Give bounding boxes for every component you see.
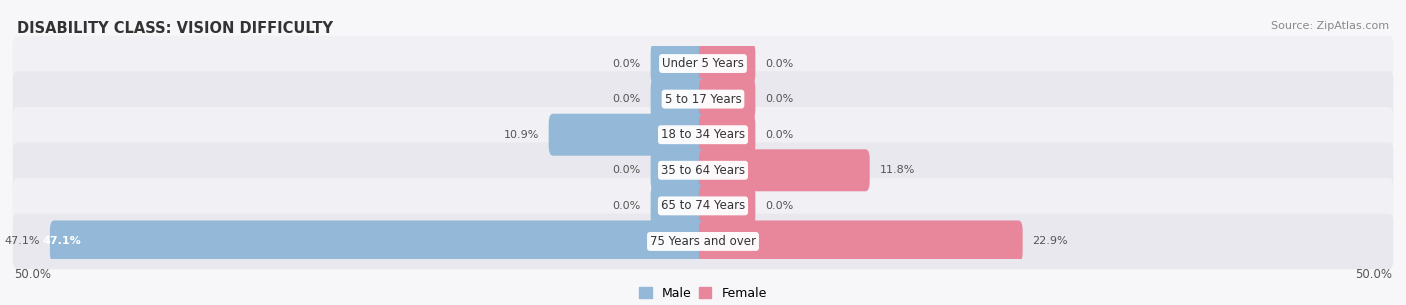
Text: DISABILITY CLASS: VISION DIFFICULTY: DISABILITY CLASS: VISION DIFFICULTY — [17, 21, 333, 36]
FancyBboxPatch shape — [699, 78, 755, 120]
Text: 50.0%: 50.0% — [1355, 267, 1392, 281]
FancyBboxPatch shape — [13, 71, 1393, 127]
FancyBboxPatch shape — [651, 43, 707, 84]
Text: 22.9%: 22.9% — [1032, 236, 1069, 246]
Text: 0.0%: 0.0% — [765, 201, 793, 211]
FancyBboxPatch shape — [13, 36, 1393, 91]
Text: 0.0%: 0.0% — [613, 201, 641, 211]
Text: 47.1%: 47.1% — [4, 236, 41, 246]
Text: Under 5 Years: Under 5 Years — [662, 57, 744, 70]
Text: 0.0%: 0.0% — [613, 165, 641, 175]
Text: 50.0%: 50.0% — [14, 267, 51, 281]
FancyBboxPatch shape — [13, 142, 1393, 198]
FancyBboxPatch shape — [699, 149, 870, 191]
FancyBboxPatch shape — [548, 114, 707, 156]
Text: 0.0%: 0.0% — [613, 94, 641, 104]
Text: Source: ZipAtlas.com: Source: ZipAtlas.com — [1271, 21, 1389, 31]
Text: 18 to 34 Years: 18 to 34 Years — [661, 128, 745, 141]
Text: 0.0%: 0.0% — [765, 130, 793, 140]
FancyBboxPatch shape — [13, 214, 1393, 269]
Text: 0.0%: 0.0% — [765, 94, 793, 104]
Text: 35 to 64 Years: 35 to 64 Years — [661, 164, 745, 177]
Text: 10.9%: 10.9% — [503, 130, 538, 140]
FancyBboxPatch shape — [651, 149, 707, 191]
FancyBboxPatch shape — [49, 221, 707, 262]
Text: 0.0%: 0.0% — [613, 59, 641, 69]
FancyBboxPatch shape — [699, 114, 755, 156]
Legend: Male, Female: Male, Female — [640, 287, 766, 300]
Text: 11.8%: 11.8% — [879, 165, 915, 175]
FancyBboxPatch shape — [651, 185, 707, 227]
Text: 0.0%: 0.0% — [765, 59, 793, 69]
FancyBboxPatch shape — [699, 43, 755, 84]
Text: 65 to 74 Years: 65 to 74 Years — [661, 199, 745, 212]
FancyBboxPatch shape — [13, 107, 1393, 163]
FancyBboxPatch shape — [651, 78, 707, 120]
Text: 47.1%: 47.1% — [42, 236, 82, 246]
FancyBboxPatch shape — [699, 221, 1022, 262]
FancyBboxPatch shape — [13, 178, 1393, 234]
FancyBboxPatch shape — [699, 185, 755, 227]
Text: 5 to 17 Years: 5 to 17 Years — [665, 93, 741, 106]
Text: 75 Years and over: 75 Years and over — [650, 235, 756, 248]
